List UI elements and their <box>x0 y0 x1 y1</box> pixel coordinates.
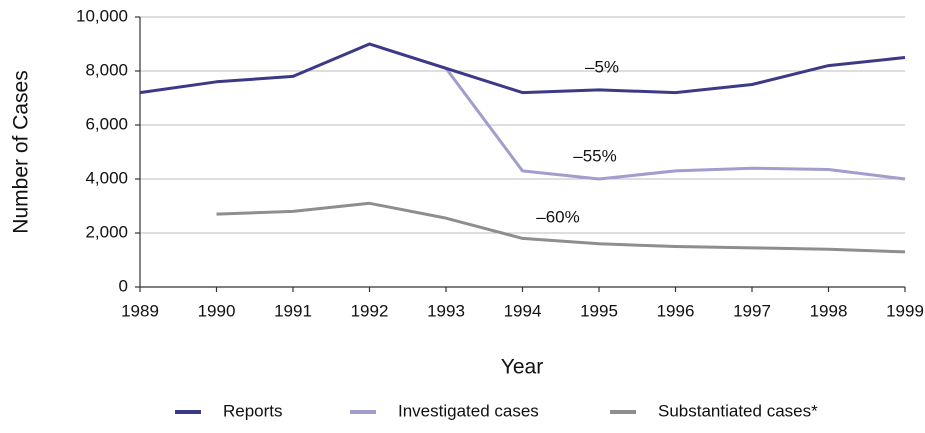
y-tick-label: 4,000 <box>85 168 128 187</box>
legend-label: Investigated cases <box>398 401 539 420</box>
annotation: –55% <box>573 146 616 165</box>
x-tick-label: 1991 <box>274 301 312 320</box>
x-tick-label: 1994 <box>504 301 542 320</box>
series-line <box>139 42 906 95</box>
y-tick-label: 6,000 <box>85 114 128 133</box>
y-axis-label: Number of Cases <box>10 70 33 233</box>
annotation: –60% <box>536 207 579 226</box>
series-line <box>216 201 906 254</box>
legend-label: Substantiated cases* <box>658 401 818 420</box>
legend-label: Reports <box>223 401 283 420</box>
x-tick-label: 1999 <box>886 301 924 320</box>
x-tick-label: 1997 <box>733 301 771 320</box>
x-tick-label: 1996 <box>657 301 695 320</box>
y-tick-label: 10,000 <box>76 6 128 25</box>
y-tick-label: 8,000 <box>85 60 128 79</box>
x-tick-label: 1995 <box>580 301 618 320</box>
x-axis-label: Year <box>501 356 543 379</box>
x-tick-label: 1993 <box>427 301 465 320</box>
x-tick-label: 1992 <box>351 301 389 320</box>
annotation: –5% <box>585 57 619 76</box>
x-tick-label: 1989 <box>121 301 159 320</box>
series-line <box>369 42 906 181</box>
x-tick-label: 1998 <box>810 301 848 320</box>
x-tick-label: 1990 <box>198 301 236 320</box>
y-tick-label: 0 <box>119 276 128 295</box>
y-tick-label: 2,000 <box>85 222 128 241</box>
